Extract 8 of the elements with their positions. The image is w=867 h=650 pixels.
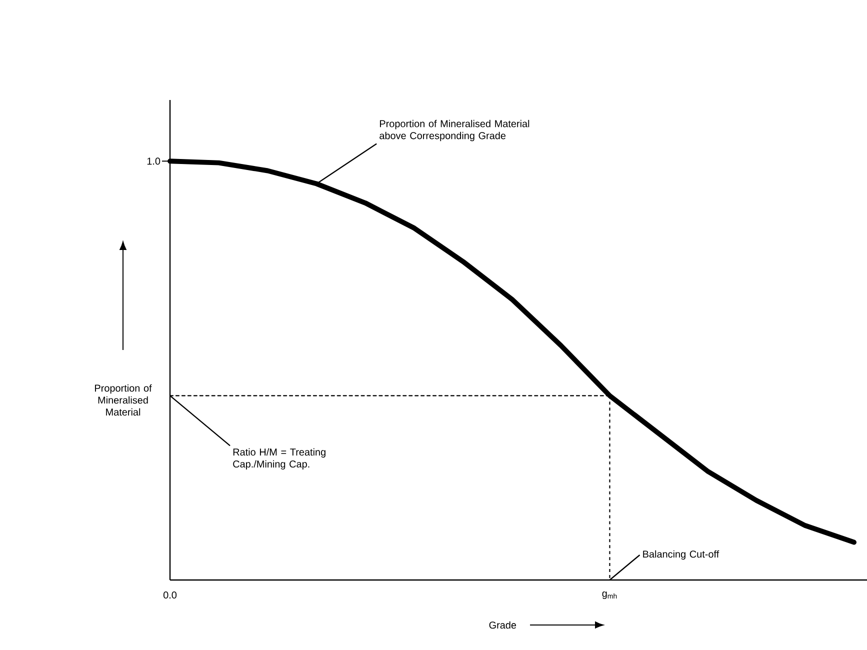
x-axis-title: Grade [489, 621, 516, 629]
text: Proportion of Mineralised Material above Corresponding Grade [380, 120, 530, 142]
text: g$_{mh}$ [602, 592, 617, 599]
annotation: Ratio H/M = Treating Cap./Mining Cap. [233, 448, 326, 470]
annotation: Balancing Cut-off [643, 550, 720, 560]
text: 1.0 [147, 158, 160, 165]
text: 0.0 [163, 592, 177, 599]
y-axis-title: Proportion of Mineralised Material [95, 384, 152, 416]
